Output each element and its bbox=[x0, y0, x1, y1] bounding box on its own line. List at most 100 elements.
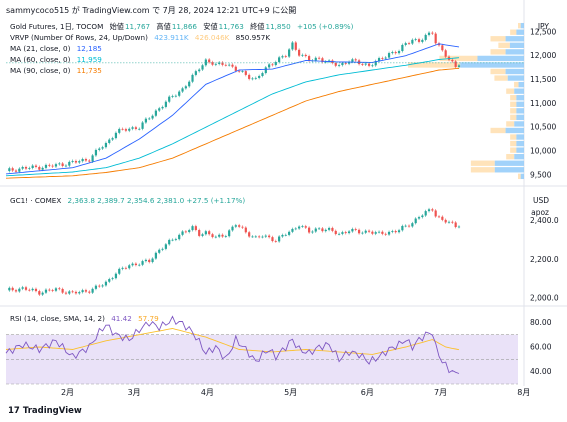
gold-candle bbox=[184, 86, 187, 89]
comex-candle bbox=[311, 231, 314, 233]
vrvp-bar-down bbox=[494, 75, 508, 81]
gold-candle bbox=[434, 33, 437, 44]
gold-candle bbox=[121, 128, 124, 130]
vrvp-bar-down bbox=[490, 49, 506, 55]
pane2-values: 2,363.8 2,389.7 2,354.6 2,381.0 +27.5 (+… bbox=[67, 196, 246, 205]
pane1-legend: Gold Futures, 1日, TOCOM 始値11,767 高値11,86… bbox=[10, 22, 357, 31]
gold-candle bbox=[231, 64, 234, 67]
comex-candle bbox=[38, 291, 41, 295]
gold-candle bbox=[124, 129, 128, 131]
gold-candle bbox=[367, 63, 371, 66]
publication-header: sammycoco515 が TradingView.com で 7月 28, … bbox=[6, 6, 297, 15]
ohlc-close: 11,850 bbox=[265, 22, 291, 31]
comex-candle bbox=[51, 290, 54, 292]
vrvp-bar-down bbox=[506, 154, 515, 160]
comex-candle bbox=[281, 234, 284, 237]
comex-candle bbox=[201, 234, 204, 236]
ma90-legend: MA (90, close, 0) 11,735 bbox=[10, 66, 106, 75]
comex-candle bbox=[114, 273, 118, 279]
gold-candle bbox=[327, 60, 331, 62]
gold-candle bbox=[138, 128, 141, 130]
ohlc-change: +105 (+0.89%) bbox=[296, 22, 354, 31]
comex-candle bbox=[48, 289, 51, 291]
comex-candle bbox=[194, 226, 197, 231]
gold-candle bbox=[431, 32, 434, 34]
comex-candle bbox=[244, 227, 247, 233]
comex-candle bbox=[118, 268, 121, 274]
pane1-y-tick-label: 9,500 bbox=[530, 170, 552, 179]
vrvp-bar-down bbox=[439, 55, 478, 62]
comex-candle bbox=[298, 226, 301, 229]
comex-candle bbox=[381, 231, 384, 234]
gold-candle bbox=[118, 128, 121, 133]
gold-candle bbox=[144, 118, 147, 123]
rsi-ma-value: 57.79 bbox=[138, 314, 159, 323]
pane1-y-tick-label: 12,500 bbox=[530, 27, 556, 36]
gold-candle bbox=[224, 64, 227, 66]
pane2-y-tick-label: 2,400.0 bbox=[530, 216, 559, 225]
comex-candle bbox=[161, 248, 164, 250]
comex-candle bbox=[98, 285, 101, 287]
gold-candle bbox=[261, 73, 264, 76]
comex-candle bbox=[111, 278, 114, 280]
gold-candle bbox=[394, 52, 397, 54]
gold-candle bbox=[308, 56, 311, 61]
gold-candle bbox=[364, 63, 367, 65]
x-axis-tick-label: 2月 bbox=[61, 388, 74, 397]
comex-candle bbox=[71, 291, 74, 293]
gold-candle bbox=[254, 77, 257, 79]
gold-candle bbox=[98, 148, 101, 150]
gold-candle bbox=[54, 164, 58, 167]
comex-candle bbox=[241, 226, 244, 228]
comex-candle bbox=[228, 230, 231, 237]
gold-candle bbox=[288, 49, 291, 57]
gold-candle bbox=[61, 163, 64, 166]
vrvp-bar-down bbox=[510, 140, 517, 147]
ma60-legend: MA (60, close, 0) 11,959 bbox=[10, 55, 106, 64]
gold-candle bbox=[294, 42, 297, 50]
gold-candle bbox=[171, 96, 174, 97]
ma90-line bbox=[5, 67, 460, 179]
gold-candle bbox=[154, 110, 157, 116]
x-axis-tick-label: 8月 bbox=[517, 388, 530, 397]
vrvp-bar-down bbox=[510, 114, 517, 121]
gold-candle bbox=[268, 64, 271, 68]
gold-candle bbox=[437, 43, 441, 46]
gold-candle bbox=[71, 160, 74, 162]
ohlc-high: 11,866 bbox=[171, 22, 197, 31]
comex-candle bbox=[231, 226, 234, 231]
comex-candle bbox=[324, 229, 327, 232]
ohlc-low-label: 安値 bbox=[203, 22, 218, 31]
pane1-y-tick-label: 10,000 bbox=[530, 147, 556, 156]
vrvp-bar-up bbox=[520, 22, 524, 29]
comex-candle bbox=[248, 232, 251, 237]
gold-candle bbox=[38, 166, 41, 170]
gold-candle bbox=[58, 163, 61, 165]
gold-candle bbox=[238, 70, 241, 72]
vrvp-bar-up bbox=[516, 29, 524, 35]
gold-candle bbox=[18, 168, 21, 172]
ma60-label: MA (60, close, 0) bbox=[10, 55, 71, 64]
comex-candle bbox=[454, 222, 457, 228]
comex-candle bbox=[68, 291, 71, 294]
gold-candle bbox=[454, 61, 457, 67]
vrvp-bar-down bbox=[510, 108, 517, 114]
x-axis-tick-label: 4月 bbox=[201, 388, 214, 397]
comex-candle bbox=[397, 230, 401, 233]
gold-candle bbox=[151, 115, 154, 119]
comex-candle bbox=[134, 263, 138, 266]
comex-candle bbox=[304, 226, 307, 228]
gold-candle bbox=[134, 127, 138, 129]
comex-candle bbox=[451, 221, 454, 223]
gold-candle bbox=[291, 42, 294, 50]
comex-candle bbox=[11, 287, 14, 291]
gold-candle bbox=[198, 69, 201, 72]
gold-candle bbox=[191, 74, 194, 82]
comex-candle bbox=[8, 287, 11, 291]
gold-candle bbox=[407, 43, 411, 44]
comex-candle bbox=[394, 231, 397, 233]
comex-candle bbox=[431, 209, 434, 211]
comex-candle bbox=[308, 227, 311, 233]
comex-candle bbox=[387, 231, 391, 235]
comex-candle bbox=[204, 231, 207, 235]
